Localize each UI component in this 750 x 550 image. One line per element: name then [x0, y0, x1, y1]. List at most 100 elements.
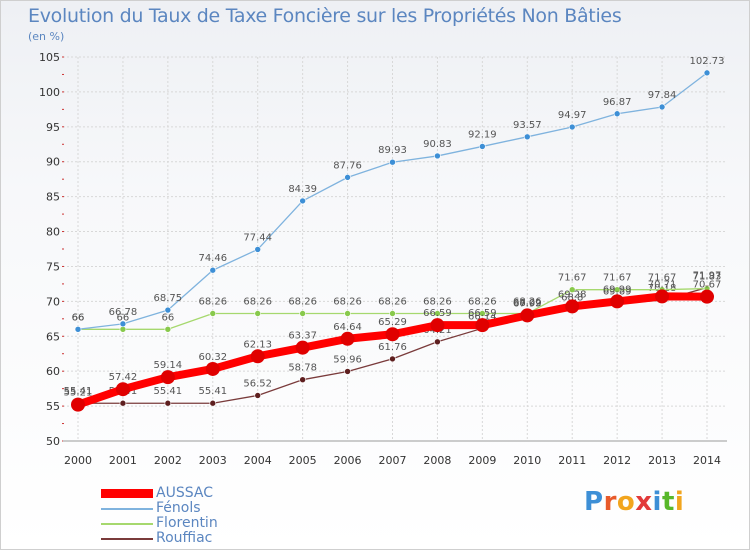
data-label: 60.32	[198, 352, 227, 363]
data-point	[434, 152, 441, 160]
x-tick-label: 2003	[199, 454, 227, 467]
data-point	[700, 289, 714, 304]
x-tick-label: 2006	[334, 454, 362, 467]
legend-item: Florentin	[101, 515, 261, 531]
legend-swatch	[101, 523, 153, 525]
data-point	[344, 174, 351, 181]
data-point	[254, 246, 262, 253]
data-point	[209, 310, 217, 317]
logo-letter: x	[635, 487, 653, 517]
x-tick-label: 2012	[603, 454, 631, 467]
data-label: 68.02	[513, 298, 542, 309]
legend-label: Rouffiac	[156, 530, 213, 546]
data-point	[703, 69, 711, 77]
data-point	[568, 123, 576, 131]
y-tick-label: 60	[46, 365, 60, 378]
data-point	[568, 286, 576, 294]
data-point	[479, 143, 486, 150]
data-point	[430, 318, 445, 333]
data-point	[254, 392, 262, 399]
data-point	[250, 349, 265, 364]
x-tick-label: 2000	[64, 454, 92, 467]
data-label: 55.41	[64, 386, 93, 397]
data-label: 61.76	[378, 342, 407, 353]
data-point	[389, 355, 396, 363]
data-label: 87.76	[333, 160, 362, 171]
y-tick-label: 95	[46, 121, 60, 134]
data-label: 71.97	[693, 271, 722, 282]
legend-label: AUSSAC	[156, 485, 213, 501]
x-tick-label: 2008	[423, 454, 451, 467]
data-point	[160, 370, 175, 385]
x-tick-label: 2009	[468, 454, 496, 467]
data-point	[389, 158, 396, 166]
data-point	[74, 325, 82, 333]
data-point	[655, 289, 670, 304]
data-label: 93.57	[513, 120, 542, 131]
data-label: 56.52	[243, 378, 272, 389]
data-label: 68.26	[423, 297, 452, 308]
data-label: 55.21	[64, 388, 93, 399]
y-tick-label: 80	[46, 226, 60, 239]
data-label: 55.41	[154, 386, 183, 397]
data-label: 71.67	[558, 273, 587, 284]
data-label: 84.39	[288, 184, 317, 195]
x-tick-label: 2002	[154, 454, 182, 467]
y-tick-label: 55	[46, 400, 60, 413]
data-label: 71.67	[603, 273, 632, 284]
y-tick-label: 90	[46, 156, 60, 169]
data-label: 68.26	[243, 297, 272, 308]
x-tick-label: 2013	[648, 454, 676, 467]
x-tick-label: 2005	[289, 454, 317, 467]
data-point	[299, 197, 306, 205]
data-label: 68.26	[333, 297, 362, 308]
data-point	[389, 310, 396, 317]
data-label: 97.84	[648, 90, 677, 101]
data-point	[344, 368, 351, 375]
data-point	[520, 308, 535, 323]
legend-swatch	[101, 489, 153, 498]
data-label: 65.29	[378, 317, 407, 328]
data-point	[479, 310, 486, 317]
data-label: 77.44	[243, 232, 272, 243]
data-label: 71.67	[648, 273, 677, 284]
data-point	[71, 397, 85, 412]
data-label: 89.93	[378, 145, 407, 156]
data-point	[115, 382, 130, 397]
data-point	[205, 361, 220, 376]
data-label: 69.28	[558, 289, 587, 300]
data-point	[209, 266, 217, 274]
chart-unit-label: (en %)	[28, 30, 65, 43]
y-tick-label: 100	[39, 86, 60, 99]
y-tick-label: 75	[46, 260, 60, 273]
data-label: 68.26	[198, 297, 227, 308]
data-point	[385, 327, 400, 342]
data-label: 68.26	[513, 297, 542, 308]
data-label: 66	[161, 312, 174, 323]
data-label: 102.73	[690, 56, 725, 67]
data-label: 57.42	[109, 372, 138, 383]
legend-item: Rouffiac	[101, 530, 261, 546]
legend-item: Fénols	[101, 500, 261, 516]
data-label: 92.19	[468, 129, 497, 140]
data-point	[434, 310, 441, 317]
data-point	[610, 294, 625, 309]
data-point	[344, 310, 351, 317]
data-point	[164, 325, 172, 333]
data-point	[658, 103, 666, 111]
data-label: 66.14	[468, 311, 497, 322]
data-point	[299, 310, 306, 317]
data-label: 66.78	[109, 307, 138, 318]
data-label: 70.71	[648, 279, 677, 290]
legend-label: Fénols	[156, 500, 201, 516]
data-label: 59.14	[154, 360, 183, 371]
data-point	[119, 325, 127, 333]
data-point	[613, 110, 621, 118]
y-tick-label: 50	[46, 435, 60, 448]
logo-letter: r	[603, 487, 617, 517]
data-point	[523, 133, 531, 141]
legend-label: Florentin	[156, 515, 218, 531]
data-label: 71.83	[693, 272, 722, 283]
